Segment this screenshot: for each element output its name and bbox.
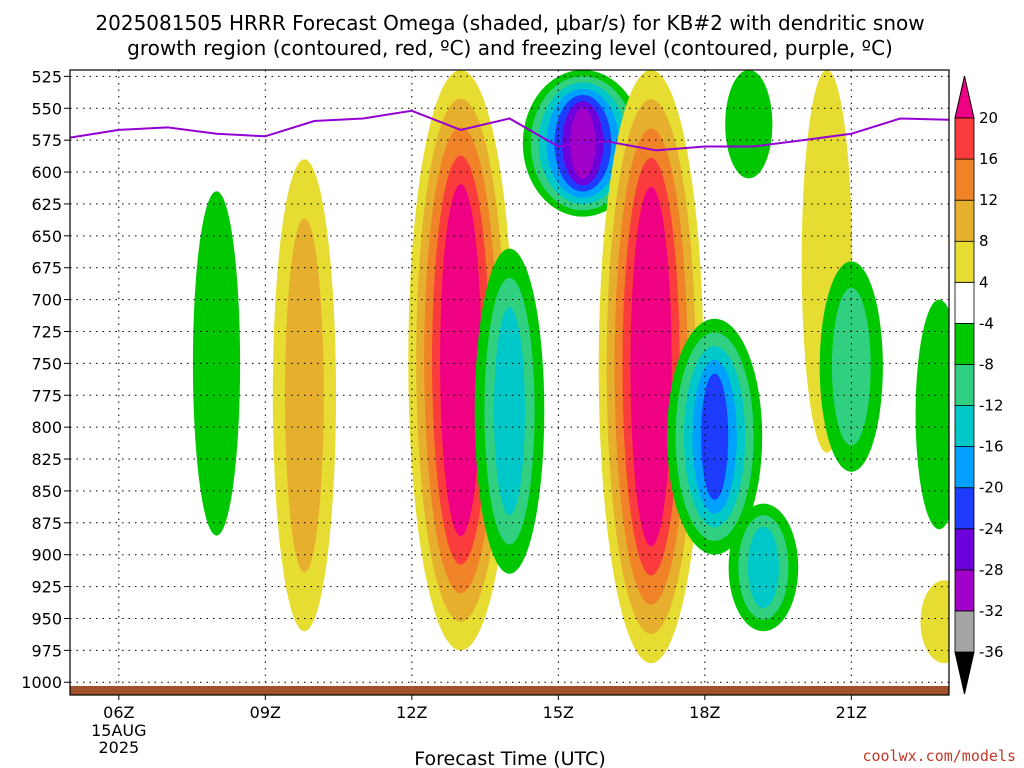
x-tick-date-label: 2025 — [98, 738, 139, 757]
omega-cell-11 — [819, 261, 883, 472]
colorbar-tick-label: -36 — [979, 643, 1004, 661]
y-tick-label: 950 — [31, 609, 62, 628]
colorbar-swatch — [954, 281, 975, 324]
x-tick-label: 09Z — [250, 703, 281, 722]
x-tick-label: 18Z — [689, 703, 720, 722]
y-tick-label: 550 — [31, 99, 62, 118]
chart-title: 2025081505 HRRR Forecast Omega (shaded, … — [95, 11, 924, 60]
omega-band — [448, 212, 474, 508]
ground-surface — [70, 686, 949, 695]
colorbar-swatch — [954, 364, 975, 406]
colorbar-tick-label: -32 — [979, 602, 1004, 620]
colorbar-tick-label: 20 — [979, 109, 998, 127]
colorbar-tick-label: 4 — [979, 273, 989, 291]
y-tick-label: 800 — [31, 418, 62, 437]
y-tick-label: 900 — [31, 546, 62, 565]
omega-cell-9 — [725, 70, 773, 179]
omega-cell-12 — [915, 299, 949, 530]
omega-band — [638, 216, 664, 518]
plot-frame — [69, 69, 950, 696]
y-tick-label: 625 — [31, 195, 62, 214]
omega-band — [747, 526, 779, 609]
y-tick-label: 825 — [31, 450, 62, 469]
colorbar-bottom-extension — [954, 651, 975, 695]
colorbar-swatch — [954, 405, 975, 447]
omega-band — [192, 191, 241, 536]
x-tick-label: 12Z — [396, 703, 427, 722]
x-axis-label: Forecast Time (UTC) — [414, 748, 605, 768]
colorbar-tick-label: -24 — [979, 520, 1004, 538]
omega-band — [494, 307, 525, 516]
colorbar-tick-label: -20 — [979, 479, 1004, 497]
colorbar-tick-label: -28 — [979, 561, 1004, 579]
omega-cell-1 — [192, 191, 241, 536]
title-line-2: growth region (contoured, red, ºC) and f… — [127, 36, 893, 60]
omega-band — [831, 287, 871, 446]
x-tick-label: 15Z — [543, 703, 574, 722]
y-tick-label: 975 — [31, 641, 62, 660]
colorbar-tick-label: -16 — [979, 438, 1004, 456]
colorbar-swatch — [954, 158, 975, 201]
omega-band — [701, 373, 729, 500]
colorbar-swatch — [954, 569, 975, 612]
y-tick-label: 750 — [31, 354, 62, 373]
title-line-1: 2025081505 HRRR Forecast Omega (shaded, … — [95, 11, 924, 35]
credit-text: coolwx.com/models — [862, 747, 1016, 765]
omega-band — [915, 299, 949, 530]
colorbar-tick-label: 12 — [979, 191, 998, 209]
colorbar-tick-label: -8 — [979, 356, 994, 374]
omega-band — [920, 580, 949, 664]
colorbar-tick-label: 16 — [979, 150, 998, 168]
colorbar: -36 -32 -28 -24 -20 -16 -12 -8 -4 4 8 12 16 20 — [954, 75, 1004, 695]
x-tick-label: 06Z — [103, 703, 134, 722]
omega-cell-7 — [667, 318, 763, 555]
omega-cell-6 — [598, 70, 704, 664]
colorbar-swatch — [954, 117, 975, 160]
y-tick-label: 700 — [31, 291, 62, 310]
omega-shading — [192, 70, 949, 664]
y-tick-label: 875 — [31, 514, 62, 533]
y-tick-label: 1000 — [21, 673, 62, 692]
colorbar-swatch — [954, 610, 975, 653]
y-tick-label: 575 — [31, 131, 62, 150]
freezing-level-layer — [70, 109, 949, 152]
y-tick-label: 650 — [31, 227, 62, 246]
colorbar-tick-label: 8 — [979, 232, 989, 250]
y-axis: 525 550 575 600 625 650 675 700 725 750 775 800 825 8… — [21, 67, 70, 692]
colorbar-tick-label: -4 — [979, 314, 994, 332]
x-tick-label: 21Z — [836, 703, 867, 722]
colorbar-swatch — [954, 487, 975, 530]
colorbar-swatch — [954, 199, 975, 242]
y-tick-label: 925 — [31, 578, 62, 597]
colorbar-swatch — [954, 322, 975, 365]
colorbar-swatch — [954, 446, 975, 489]
x-tick-date-label: 15AUG — [91, 721, 146, 740]
omega-cell-8 — [728, 503, 799, 632]
y-tick-label: 775 — [31, 386, 62, 405]
colorbar-tick-label: -12 — [979, 397, 1004, 415]
y-tick-label: 675 — [31, 259, 62, 278]
omega-cell-4 — [474, 248, 545, 574]
colorbar-swatch — [954, 240, 975, 283]
y-tick-label: 725 — [31, 322, 62, 341]
colorbar-top-extension — [954, 75, 975, 119]
omega-cell-13 — [920, 580, 949, 664]
y-tick-label: 600 — [31, 163, 62, 182]
y-tick-label: 850 — [31, 482, 62, 501]
y-tick-label: 525 — [31, 67, 62, 86]
omega-band — [725, 70, 773, 179]
freezing-level-line — [70, 109, 949, 152]
colorbar-swatch — [954, 528, 975, 571]
